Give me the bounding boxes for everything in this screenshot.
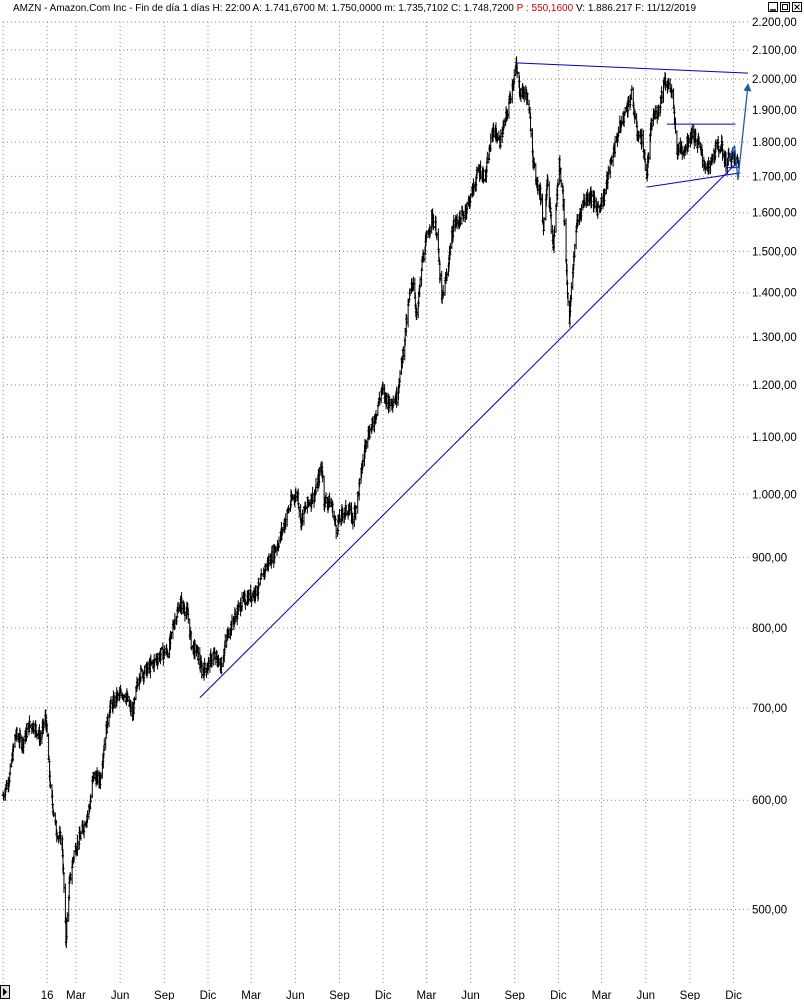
maximize-icon	[782, 4, 788, 10]
minimize-button[interactable]	[768, 2, 778, 12]
y-tick-label: 1.000,00	[752, 489, 797, 501]
y-tick-label: 1.800,00	[752, 137, 797, 149]
projection-arrow	[727, 83, 752, 181]
x-axis: t16MarJunSepDicMarJunSepDicMarJunSepDicM…	[3, 990, 742, 1000]
y-tick-label: 1.400,00	[752, 288, 797, 300]
y-axis: 500,00 600,00 700,00 800,00 900,00 1.000,00 1.…	[752, 17, 797, 916]
x-tick-label: Sep	[154, 990, 174, 1000]
x-tick-label: Jun	[461, 990, 480, 1000]
y-tick-label: 1.300,00	[752, 332, 797, 344]
chart-header: AMZN - Amazon.Com Inc - Fin de día 1 día…	[13, 3, 696, 14]
y-tick-label: 2.200,00	[752, 17, 797, 29]
y-tick-label: 800,00	[752, 623, 787, 635]
y-tick-label: 900,00	[752, 552, 787, 564]
y-tick-label: 1.700,00	[752, 171, 797, 183]
y-tick-label: 1.500,00	[752, 246, 797, 258]
x-tick-label: Dic	[725, 990, 742, 1000]
y-tick-label: 1.200,00	[752, 380, 797, 392]
x-tick-label: Mar	[416, 990, 436, 1000]
arrow-right-icon	[3, 988, 7, 996]
x-tick-label: 16	[41, 990, 54, 1000]
header-red-value: P : 550,1600	[517, 3, 574, 14]
x-tick-label: Sep	[680, 990, 700, 1000]
y-tick-label: 500,00	[752, 904, 787, 916]
x-tick-label: Jun	[636, 990, 655, 1000]
y-tick-label: 2.000,00	[752, 74, 797, 86]
y-tick-label: 1.100,00	[752, 432, 797, 444]
x-tick-label: Sep	[504, 990, 524, 1000]
trend-line	[516, 62, 749, 74]
x-tick-label: Jun	[286, 990, 305, 1000]
header-tail: V: 1.886.217 F: 11/12/2019	[573, 3, 696, 14]
trend-line	[199, 160, 740, 699]
y-tick-label: 1.900,00	[752, 105, 797, 117]
y-tick-label: 600,00	[752, 795, 787, 807]
close-button[interactable]	[792, 2, 802, 12]
y-tick-label: 2.100,00	[752, 45, 797, 57]
close-icon	[794, 4, 800, 10]
x-tick-label: Mar	[66, 990, 86, 1000]
x-tick-label: Dic	[375, 990, 392, 1000]
x-tick-label: Dic	[550, 990, 567, 1000]
price-bars	[1, 56, 740, 949]
projection-arrows	[727, 83, 752, 181]
window-controls	[768, 2, 802, 12]
x-tick-label: Mar	[241, 990, 261, 1000]
x-tick-label: Mar	[592, 990, 612, 1000]
header-main: AMZN - Amazon.Com Inc - Fin de día 1 día…	[13, 3, 517, 14]
trend-line	[646, 172, 741, 188]
trend-lines	[199, 62, 749, 699]
x-tick-label: Sep	[329, 990, 349, 1000]
maximize-button[interactable]	[780, 2, 790, 12]
x-tick-label: Jun	[111, 990, 130, 1000]
grid-lines	[2, 21, 748, 986]
x-tick-label: Dic	[200, 990, 217, 1000]
y-tick-label: 700,00	[752, 703, 787, 715]
y-tick-label: 1.600,00	[752, 208, 797, 220]
scroll-left-button[interactable]	[0, 985, 10, 999]
